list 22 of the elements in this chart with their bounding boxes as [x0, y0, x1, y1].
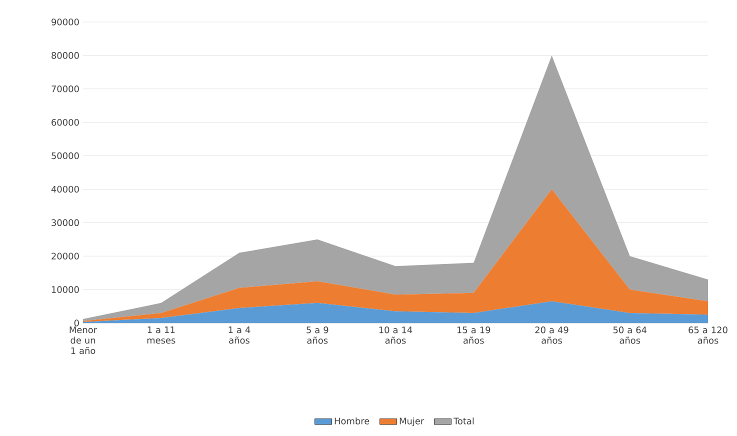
y-tick-label: 30000 — [52, 219, 79, 226]
x-tick-label: 65 a 120 años — [688, 326, 728, 344]
y-tick-label: 0 — [74, 320, 79, 326]
x-tick-label: 50 a 64 años — [613, 326, 647, 344]
x-tick-label: 20 a 49 años — [535, 326, 568, 344]
y-tick-label: 10000 — [52, 286, 79, 293]
y-tick-label: 70000 — [52, 85, 79, 92]
y-tick-label: 20000 — [52, 252, 79, 260]
x-tick-label: 1 a 4 años — [228, 326, 250, 344]
x-tick-label: 1 a 11 meses — [147, 326, 176, 344]
x-tick-label: Menor de un 1 año — [70, 326, 98, 354]
x-tick-label: 5 a 9 años — [306, 326, 328, 344]
y-tick-label: 50000 — [52, 152, 79, 160]
legend-label: Mujer — [400, 417, 424, 426]
x-tick-label: 15 a 19 años — [457, 326, 490, 344]
y-tick-label: 60000 — [52, 118, 79, 126]
x-tick-label: 10 a 14 años — [379, 326, 412, 344]
legend-label: Hombre — [334, 417, 370, 424]
legend-label: Total — [453, 417, 474, 424]
y-tick-label: 40000 — [51, 186, 79, 193]
y-tick-label: 90000 — [52, 18, 79, 26]
y-tick-label: 80000 — [52, 52, 79, 59]
